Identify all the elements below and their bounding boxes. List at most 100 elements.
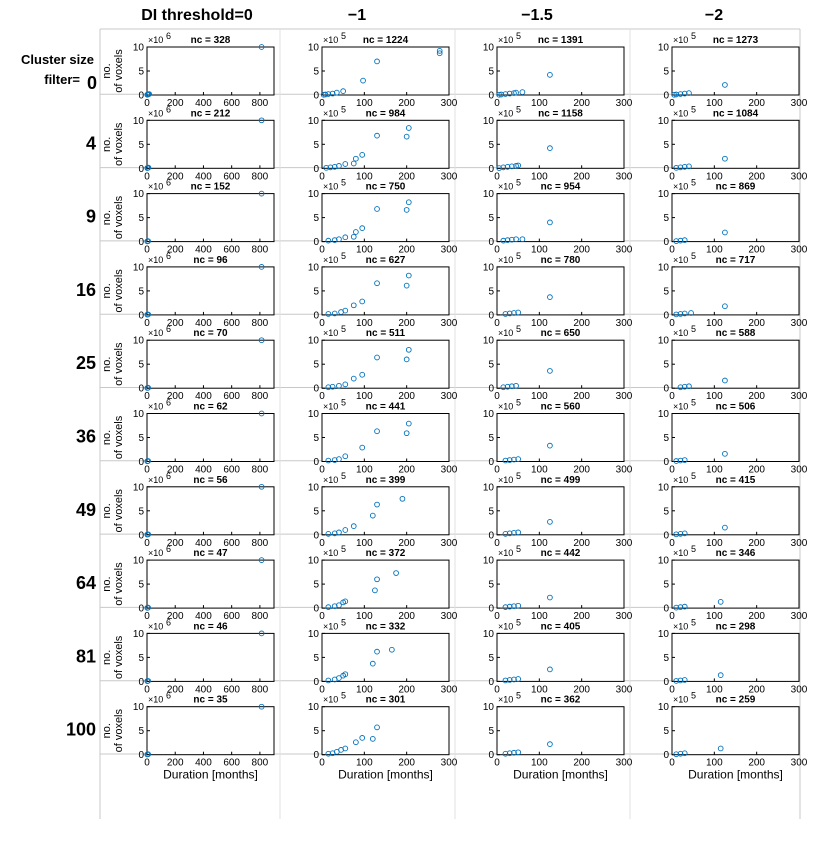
panel-title: nc = 362: [541, 695, 581, 706]
ytick-label-1: 5: [138, 360, 144, 371]
y-multiplier: ×10 5: [498, 398, 521, 412]
data-point: [677, 237, 684, 244]
data-point: [515, 162, 522, 169]
xtick-label-3: 300: [616, 318, 633, 329]
panel-title: nc = 346: [716, 548, 756, 559]
xtick-label-3: 300: [791, 758, 808, 769]
panel-title: nc = 259: [716, 695, 756, 706]
y-multiplier: ×10 5: [498, 324, 521, 338]
data-point: [353, 155, 359, 162]
ylabel-line1: no.: [101, 63, 113, 78]
data-point: [504, 383, 511, 390]
y-multiplier-base: ×10: [323, 475, 338, 485]
panel-r1-c0: nc = 212 ×10 6 0 5 10 0 200 400 600 800: [133, 104, 275, 182]
y-multiplier-exponent: 5: [691, 398, 696, 408]
panel-title: nc = 1273: [713, 35, 759, 46]
panel-title: nc = 650: [541, 328, 581, 339]
y-multiplier-base: ×10: [323, 182, 338, 192]
xtick-label-2: 400: [195, 684, 212, 695]
data-point: [145, 238, 151, 244]
xtick-label-3: 600: [223, 245, 240, 256]
ytick-label-1: 5: [313, 140, 319, 151]
xtick-label-1: 100: [531, 391, 548, 402]
xtick-label-3: 600: [223, 98, 240, 109]
data-point: [673, 531, 680, 538]
xtick-label-3: 300: [616, 171, 633, 182]
ytick-label-0: 0: [488, 457, 494, 468]
data-point: [673, 604, 680, 611]
data-point: [374, 132, 380, 139]
y-multiplier-base: ×10: [673, 255, 688, 265]
ytick-label-1: 5: [313, 360, 319, 371]
xtick-label-1: 100: [531, 611, 548, 622]
ytick-label-1: 5: [488, 213, 494, 224]
xtick-label-3: 300: [441, 391, 458, 402]
ytick-label-2: 10: [133, 189, 145, 200]
ylabel-line2: of voxels: [113, 195, 125, 239]
axes-box: [671, 46, 800, 96]
ytick-label-2: 10: [308, 116, 320, 127]
ytick-label-0: 0: [313, 310, 319, 321]
xtick-label-0: 0: [144, 98, 150, 109]
y-multiplier: ×10 5: [498, 178, 521, 192]
data-point: [374, 428, 380, 435]
y-multiplier-exponent: 5: [516, 691, 521, 701]
data-point: [350, 302, 357, 309]
xtick-label-3: 300: [441, 758, 458, 769]
ytick-label-2: 10: [133, 43, 145, 54]
y-multiplier-base: ×10: [498, 328, 513, 338]
axes-box: [671, 706, 800, 756]
row-header-9: 100: [66, 720, 96, 740]
ytick-label-2: 10: [483, 116, 495, 127]
ytick-label-0: 0: [663, 384, 669, 395]
ytick-label-1: 5: [488, 653, 494, 664]
xtick-label-1: 100: [706, 465, 723, 476]
panel-title: nc = 1084: [713, 108, 759, 119]
xtick-label-3: 300: [791, 538, 808, 549]
ytick-label-1: 5: [138, 433, 144, 444]
data-point: [336, 382, 342, 389]
xtick-label-1: 100: [356, 465, 373, 476]
y-multiplier-base: ×10: [673, 475, 688, 485]
data-point: [350, 375, 357, 382]
xtick-label-0: 0: [669, 391, 675, 402]
row-header-6: 49: [76, 500, 96, 520]
xtick-label-2: 400: [195, 171, 212, 182]
y-multiplier-base: ×10: [673, 108, 688, 118]
xtick-label-2: 200: [398, 171, 415, 182]
xtick-label-1: 200: [167, 98, 184, 109]
xtick-label-3: 600: [223, 684, 240, 695]
data-point: [145, 751, 151, 758]
data-point: [508, 163, 515, 170]
data-point: [258, 410, 265, 417]
y-multiplier-base: ×10: [323, 255, 338, 265]
xtick-label-1: 100: [531, 171, 548, 182]
ylabel-line2: of voxels: [113, 415, 125, 459]
xtick-label-3: 300: [616, 465, 633, 476]
y-multiplier: ×10 6: [148, 398, 171, 412]
ytick-label-1: 5: [663, 67, 669, 78]
xtick-label-3: 300: [616, 98, 633, 109]
data-point: [547, 368, 553, 374]
row-header-2: 9: [86, 207, 96, 227]
xtick-label-2: 400: [195, 758, 212, 769]
xtick-label-0: 0: [494, 465, 500, 476]
xtick-label-1: 100: [531, 245, 548, 256]
ytick-label-0: 0: [488, 237, 494, 248]
y-multiplier-exponent: 5: [691, 471, 696, 481]
ytick-label-0: 0: [138, 677, 144, 688]
y-multiplier: ×10 5: [498, 251, 521, 265]
ytick-label-1: 5: [488, 726, 494, 737]
data-point: [717, 599, 724, 605]
axes-box: [671, 559, 800, 609]
data-point: [547, 294, 553, 300]
data-point: [677, 311, 684, 317]
y-multiplier-base: ×10: [148, 108, 163, 118]
y-multiplier-base: ×10: [323, 328, 338, 338]
